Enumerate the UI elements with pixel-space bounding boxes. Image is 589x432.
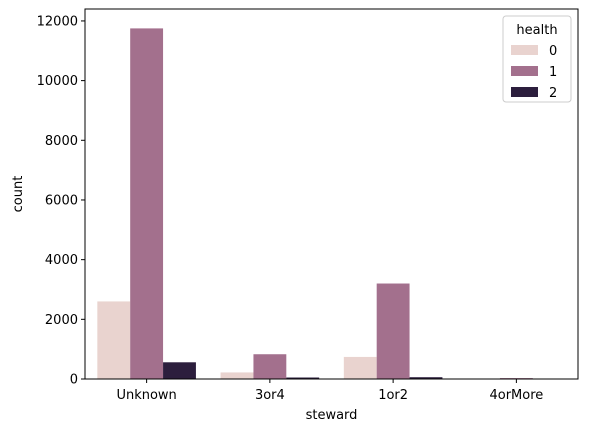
bar-Unknown-health-1 [130, 28, 164, 379]
legend-box [502, 15, 572, 103]
bar-3or4-health-2 [286, 377, 320, 379]
bar-1or2-health-2 [409, 377, 443, 379]
y-tick-label: 0 [70, 373, 78, 388]
legend-label-0: 0 [549, 44, 557, 59]
x-tick-label: 3or4 [255, 388, 285, 403]
y-tick-label: 10000 [37, 74, 78, 89]
x-tick-label: 1or2 [378, 388, 408, 403]
bar-3or4-health-1 [253, 354, 287, 379]
plot-frame [84, 8, 579, 380]
legend-label-1: 1 [549, 65, 557, 80]
y-axis-label: count [11, 176, 26, 213]
y-tick-label: 4000 [45, 253, 78, 268]
x-axis: Unknown 3or4 1or2 4orMore [116, 379, 543, 403]
y-axis: 0 2000 4000 6000 8000 10000 12000 [37, 14, 85, 388]
legend-swatch-1 [511, 66, 538, 76]
y-tick-label: 6000 [45, 193, 78, 208]
bar-3or4-health-0 [220, 372, 254, 379]
x-tick-label: Unknown [116, 388, 176, 403]
y-tick-label: 8000 [45, 134, 78, 149]
bar-Unknown-health-0 [97, 301, 131, 379]
legend: health 0 1 2 [502, 15, 572, 103]
legend-title: health [516, 23, 557, 38]
legend-swatch-0 [511, 45, 538, 55]
x-axis-label: steward [306, 408, 358, 423]
legend-swatch-2 [511, 87, 538, 97]
bar-1or2-health-1 [376, 283, 410, 379]
y-tick-label: 12000 [37, 14, 78, 29]
legend-label-2: 2 [549, 86, 557, 101]
y-tick-label: 2000 [45, 313, 78, 328]
x-tick-label: 4orMore [489, 388, 543, 403]
bars-group [97, 28, 566, 379]
bar-1or2-health-0 [343, 356, 377, 379]
bar-Unknown-health-2 [163, 362, 196, 379]
